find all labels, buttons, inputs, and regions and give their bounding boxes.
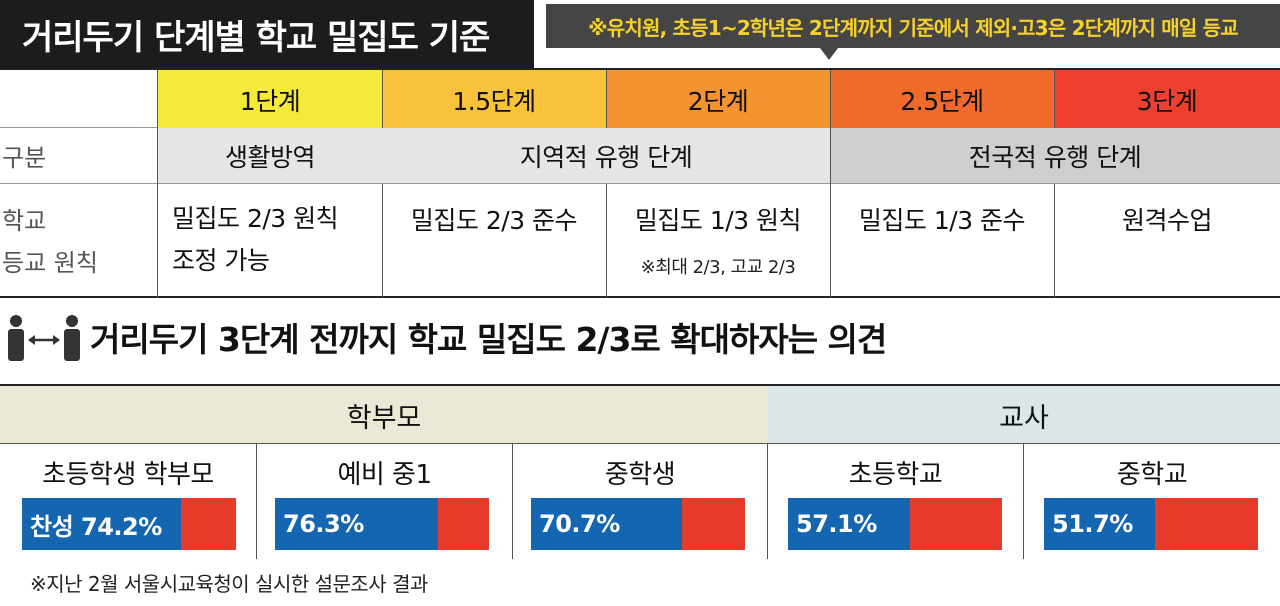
group-parents: 학부모 [0,386,768,444]
survey-item-label: 중학생 [604,460,676,490]
stage-2-5: 2.5단계 [830,70,1054,129]
bar-segment-agree [275,498,438,550]
survey-item-label: 초등학생 학부모 [42,460,214,490]
footnote: ※지난 2월 서울시교육청이 실시한 설문조사 결과 [30,572,428,596]
grid-line [606,184,607,298]
category-regional-outbreak: 지역적 유행 단계 [382,128,830,183]
stage-1: 1단계 [158,70,382,129]
stacked-bar: 51.7% [1044,498,1258,550]
survey-item-elementary-parents: 초등학생 학부모 찬성 74.2% [0,443,257,559]
stage-1-5: 1.5단계 [382,70,606,129]
rule-stage-1-line2: 조정 가능 [172,246,270,275]
grid-line [157,70,158,298]
survey-item-pre-middle-1: 예비 중1 76.3% [257,443,513,559]
people-distance-icon [8,315,80,361]
stacked-bar: 76.3% [275,498,489,550]
survey-item-label: 중학교 [1116,460,1188,490]
rule-stage-1-5: 밀집도 2/3 준수 [410,206,578,235]
survey-item-elementary-school: 초등학교 57.1% [768,443,1024,559]
grid-line [382,70,383,128]
category-row-label: 구분 [2,144,47,172]
bar-segment-remainder [181,498,236,550]
grid-line [1054,70,1055,128]
survey-title: 거리두기 3단계 전까지 학교 밀집도 2/3로 확대하자는 의견 [90,320,887,359]
grid-line [382,184,383,298]
grid-line [1054,184,1055,298]
group-teachers: 교사 [768,386,1280,444]
category-national-outbreak: 전국적 유행 단계 [830,128,1280,183]
bar-segment-agree [531,498,682,550]
bar-segment-remainder [438,498,489,550]
rule-stage-1: 밀집도 2/3 원칙 조정 가능 [158,198,382,282]
rule-stage-2-5: 밀집도 1/3 준수 [858,206,1026,235]
bar-value-label: 51.7% [1052,510,1133,538]
rule-row-label-line1: 학교 [2,207,47,235]
rule-row: 학교 등교 원칙 밀집도 2/3 원칙 조정 가능 밀집도 2/3 준수 밀집도… [0,184,1280,298]
bar-segment-remainder [682,498,745,550]
stage-2: 2단계 [606,70,830,129]
stacked-bar: 57.1% [788,498,1002,550]
rule-row-label: 학교 등교 원칙 [0,200,98,284]
bar-segment-remainder [1155,498,1258,550]
rule-row-label-line2: 등교 원칙 [2,249,98,277]
bar-value-label: 찬성 74.2% [30,512,162,541]
stacked-bar: 찬성 74.2% [22,498,236,550]
stage-row: 1단계 1.5단계 2단계 2.5단계 3단계 [0,68,1280,129]
survey-item-middle-school: 중학교 51.7% [1024,443,1280,559]
survey-item-label: 예비 중1 [337,460,432,490]
rule-stage-2: 밀집도 1/3 원칙 [634,206,802,235]
header-note: ※유치원, 초등1~2학년은 2단계까지 기준에서 제외·고3은 2단계까지 매… [546,4,1280,48]
survey-item-label: 초등학교 [848,460,943,490]
rule-stage-2-note: ※최대 2/3, 고교 2/3 [640,257,796,278]
rule-stage-3: 원격수업 [1121,206,1213,235]
note-pointer [820,48,838,60]
stage-3: 3단계 [1054,70,1280,129]
bar-value-label: 76.3% [283,510,364,538]
grid-line [830,70,831,298]
survey-item-middle-students: 중학생 70.7% [513,443,768,559]
bar-segment-agree [22,498,181,550]
bar-segment-agree [788,498,910,550]
stacked-bar: 70.7% [531,498,745,550]
category-daily-prevention: 생활방역 [158,128,382,183]
bar-value-label: 70.7% [539,510,620,538]
bar-segment-remainder [910,498,1002,550]
bar-segment-agree [1044,498,1155,550]
grid-line [606,70,607,128]
rule-stage-1-line1: 밀집도 2/3 원칙 [172,204,339,233]
survey-group-row: 학부모 교사 [0,384,1280,444]
category-row: 구분 생활방역 지역적 유행 단계 전국적 유행 단계 [0,128,1280,184]
infographic-title: 거리두기 단계별 학교 밀집도 기준 [0,0,534,68]
bar-value-label: 57.1% [796,510,877,538]
